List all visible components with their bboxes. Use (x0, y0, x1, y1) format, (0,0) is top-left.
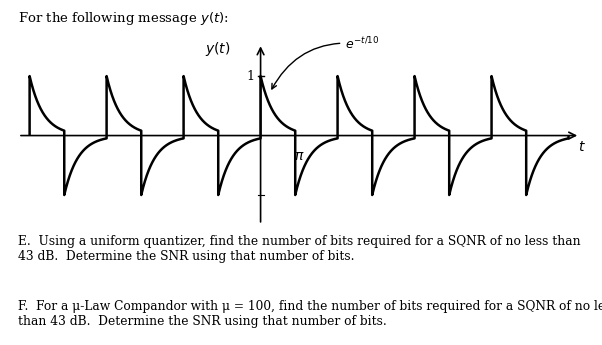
Text: E.  Using a uniform quantizer, find the number of bits required for a SQNR of no: E. Using a uniform quantizer, find the n… (18, 235, 581, 263)
Text: $t$: $t$ (579, 140, 586, 155)
Text: $e^{-t/10}$: $e^{-t/10}$ (272, 36, 380, 89)
Text: F.  For a μ-Law Compandor with μ = 100, find the number of bits required for a S: F. For a μ-Law Compandor with μ = 100, f… (18, 300, 602, 328)
Text: 1: 1 (246, 70, 255, 82)
Text: $y(t)$: $y(t)$ (205, 40, 231, 58)
Text: For the following message $y(t)$:: For the following message $y(t)$: (18, 10, 229, 27)
Text: $\pi$: $\pi$ (294, 149, 305, 162)
